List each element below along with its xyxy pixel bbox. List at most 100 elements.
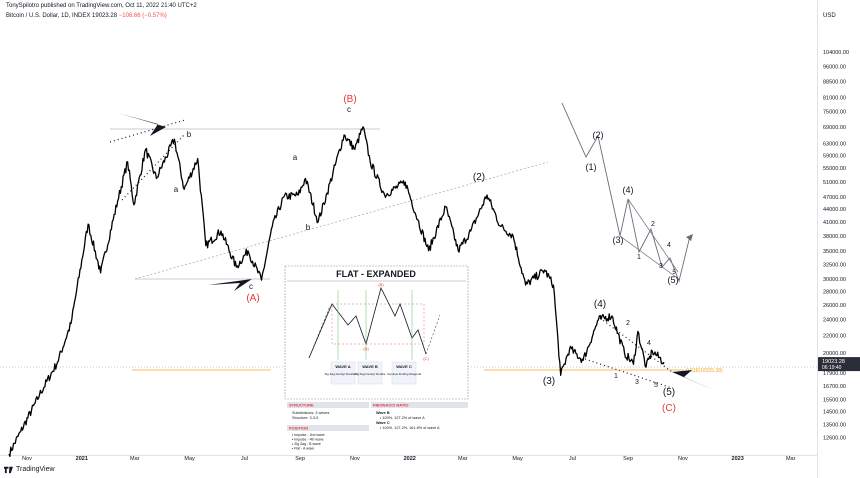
wave-label-1-small: 1 <box>614 373 618 380</box>
box-b-marker: (B) <box>378 282 384 287</box>
price-tick-label: 44000.00 <box>823 207 846 213</box>
inset-wave-path <box>561 102 691 283</box>
price-tick-label: 12600.00 <box>823 435 846 441</box>
inset-label-1s: 1 <box>637 254 641 261</box>
wave-label-3-small: 3 <box>635 379 639 386</box>
price-tick-label: 104000.00 <box>823 50 849 56</box>
time-tick-label: Mar <box>786 456 796 462</box>
box-wave-name: WAVE A <box>335 364 350 369</box>
fib-line: Wave B <box>376 411 390 415</box>
structure-line: Subdivisions: 3 waves <box>292 411 329 415</box>
time-tick-label: Jul <box>569 456 576 462</box>
wave-label-4-small: 4 <box>647 340 651 347</box>
inset-label-4: (4) <box>623 185 634 195</box>
structure-title: STRUCTURE <box>289 403 314 408</box>
box-wave-desc: Zig Zag Family/ Double <box>354 372 385 376</box>
inset-upper-line <box>627 198 679 273</box>
fib-label: 0.618(18325.38) <box>686 368 723 374</box>
arrow-a <box>208 279 252 291</box>
price-tick-label: 24000.00 <box>823 318 846 324</box>
wave-label-a-left: a <box>174 185 179 194</box>
arrow-top <box>118 113 166 136</box>
time-axis[interactable]: Nov 2021 Mar May Jul Sep Nov 2022 Mar May Jul Sep No… <box>22 456 796 462</box>
wave-label-3: (3) <box>543 376 555 387</box>
structure-line: Structure: 3-3-5 <box>292 416 318 420</box>
wave-label-A: (A) <box>246 293 259 304</box>
wave-label-4: (4) <box>594 299 606 310</box>
current-price-value: 19023.28 <box>822 359 845 365</box>
currency-label: USD <box>823 13 836 19</box>
time-tick-label: Jul <box>241 456 248 462</box>
time-tick-label: Nov <box>678 456 688 462</box>
box-wave-lead <box>308 305 331 359</box>
inset-lower-line <box>619 235 681 281</box>
price-tick-label: 96000.00 <box>823 65 846 71</box>
price-tick-label: 26000.00 <box>823 303 846 309</box>
price-tick-label: 47000.00 <box>823 195 846 201</box>
wave-label-5-small: 5 <box>654 382 658 389</box>
arrow-c <box>672 370 718 392</box>
price-tick-label: 13500.00 <box>823 423 846 429</box>
wave-label-c-top: c <box>347 105 351 114</box>
price-tick-label: 69000.00 <box>823 125 846 131</box>
wave-label-B: (B) <box>343 94 356 105</box>
price-tick-label: 63000.00 <box>823 141 846 147</box>
dotted-lower-diagonal <box>584 358 673 389</box>
price-tick-label: 75000.00 <box>823 110 846 116</box>
price-tick-label: 15500.00 <box>823 397 846 403</box>
price-tick-label: 22000.00 <box>823 334 846 340</box>
price-tick-label: 14500.00 <box>823 410 846 416</box>
symbol-name[interactable]: Bitcoin / U.S. Dollar, 1D, INDEX <box>6 13 91 19</box>
box-wave-name: WAVE C <box>396 364 412 369</box>
countdown-value: 06:19:40 <box>822 365 842 371</box>
wave-label-5: (5) <box>663 387 675 398</box>
brand-label: TradingView <box>16 466 55 473</box>
box-a-marker: (A) <box>363 346 369 351</box>
box-wave-desc: Impulse/ Ending Diagonal <box>387 372 422 376</box>
position-line: • Flat - A wave <box>292 447 314 451</box>
chart-header-published: TonySpilotro published on TradingView.co… <box>6 3 197 9</box>
wave-inset-diagram: (1) (2) (3) (4) (5) 1 2 3 4 5 <box>561 102 693 285</box>
price-axis[interactable]: 104000.00 96000.00 88500.00 81000.00 75000.0… <box>823 50 849 441</box>
fib-header-bg <box>371 402 468 408</box>
fib-line: • 100%, 127.2%, 161.8% of wave A <box>380 426 440 430</box>
price-tick-label: 35000.00 <box>823 249 846 255</box>
inset-label-3: (3) <box>613 235 624 245</box>
box-wave-name: WAVE B <box>362 364 378 369</box>
symbol-change: −108.66 (−0.57%) <box>118 13 167 19</box>
wave-label-c-low: c <box>249 282 253 291</box>
time-tick-label: Nov <box>22 456 32 462</box>
price-line <box>8 126 665 458</box>
inset-label-5s: 5 <box>672 270 676 276</box>
inset-label-3s: 3 <box>659 263 663 270</box>
box-wave-card <box>357 361 383 385</box>
position-line: • Impulse - 2nd wave <box>292 433 325 437</box>
flat-expanded-box: FLAT - EXPANDED (B) (A) (C) WAVE A Zig Zag Fa… <box>284 265 469 451</box>
dotted-upper-wedge <box>109 119 186 143</box>
wave-label-2-small: 2 <box>626 320 630 327</box>
tradingview-brand[interactable]: TradingView <box>4 465 55 474</box>
wave-label-2: (2) <box>473 172 485 183</box>
time-tick-label: 2023 <box>732 456 744 462</box>
time-tick-label: Nov <box>350 456 360 462</box>
inset-label-2: (2) <box>593 130 604 140</box>
price-tick-label: 16700.00 <box>823 384 846 390</box>
price-tick-label: 32500.00 <box>823 262 846 268</box>
wave-label-b-mid: b <box>306 223 311 232</box>
price-tick-label: 88500.00 <box>823 79 846 85</box>
wave-label-C: (C) <box>662 403 676 414</box>
time-tick-label: Sep <box>623 456 633 462</box>
symbol-price: 19023.28 <box>92 13 118 19</box>
price-scale-border <box>817 0 818 478</box>
wave-label-a-mid: a <box>293 153 298 162</box>
inset-label-5: (5) <box>668 275 679 285</box>
price-tick-label: 55000.00 <box>823 166 846 172</box>
position-line: • Impulse - 4th wave <box>292 438 324 442</box>
wave-label-b-left: b <box>187 130 192 139</box>
time-scale-border <box>0 455 817 456</box>
price-series <box>8 126 665 458</box>
box-wave-path <box>308 286 427 359</box>
